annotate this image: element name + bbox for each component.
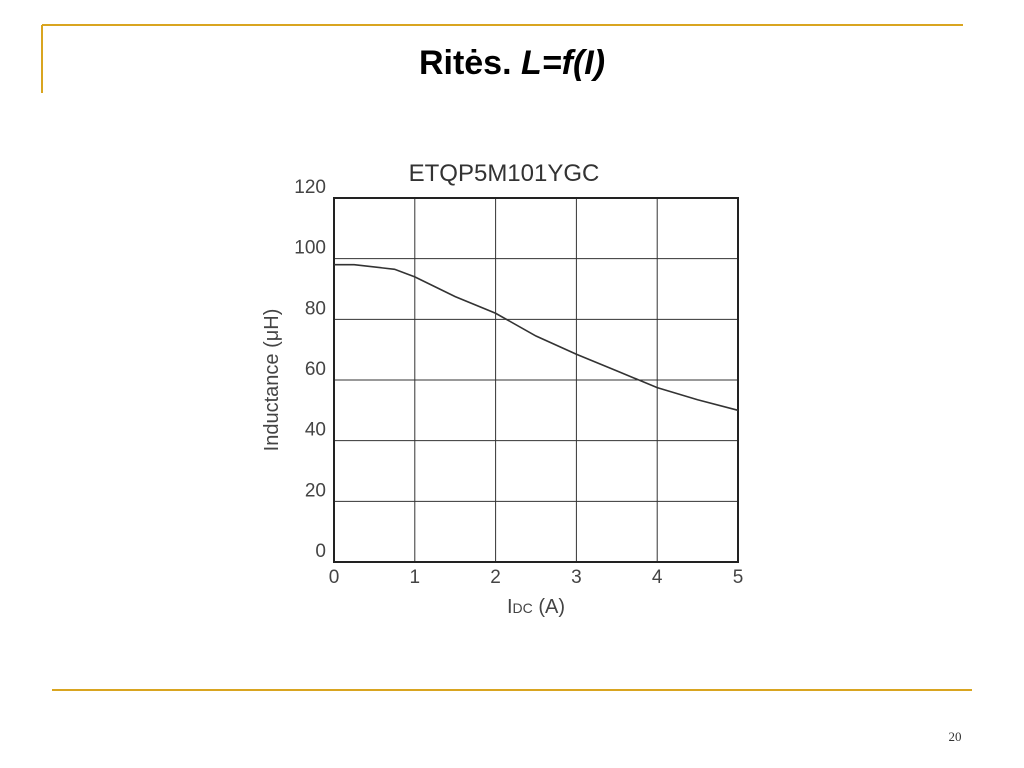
title-text: Ritės. (419, 44, 512, 82)
chart-title: ETQP5M101YGC (409, 160, 600, 187)
y-tick-label: 120 (294, 177, 326, 198)
y-tick-label: 60 (305, 359, 326, 380)
y-tick-label: 40 (305, 420, 326, 441)
x-label-unit: (A) (533, 596, 565, 618)
slide-title: Ritės. L=f(I) (419, 44, 605, 82)
x-tick-label: 1 (410, 567, 421, 588)
y-axis-label: Inductance (μH) (261, 309, 283, 452)
data-line (334, 263, 739, 412)
x-tick-label: 4 (652, 567, 663, 588)
x-tick-label: 3 (571, 567, 582, 588)
y-tick-label: 0 (315, 541, 326, 562)
plot-frame (333, 197, 739, 563)
x-label-main: I (507, 596, 513, 618)
y-tick-label: 100 (294, 238, 326, 259)
x-tick-label: 5 (733, 567, 744, 588)
x-label-subscript: DC (513, 600, 533, 616)
page-number: 20 (949, 729, 962, 744)
x-tick-label: 0 (329, 567, 340, 588)
x-tick-label: 2 (490, 567, 501, 588)
title-formula: L=f(I) (521, 44, 605, 82)
y-tick-label: 80 (305, 298, 326, 319)
y-tick-label: 20 (305, 480, 326, 501)
x-axis-label: IDC (A) (507, 596, 565, 618)
